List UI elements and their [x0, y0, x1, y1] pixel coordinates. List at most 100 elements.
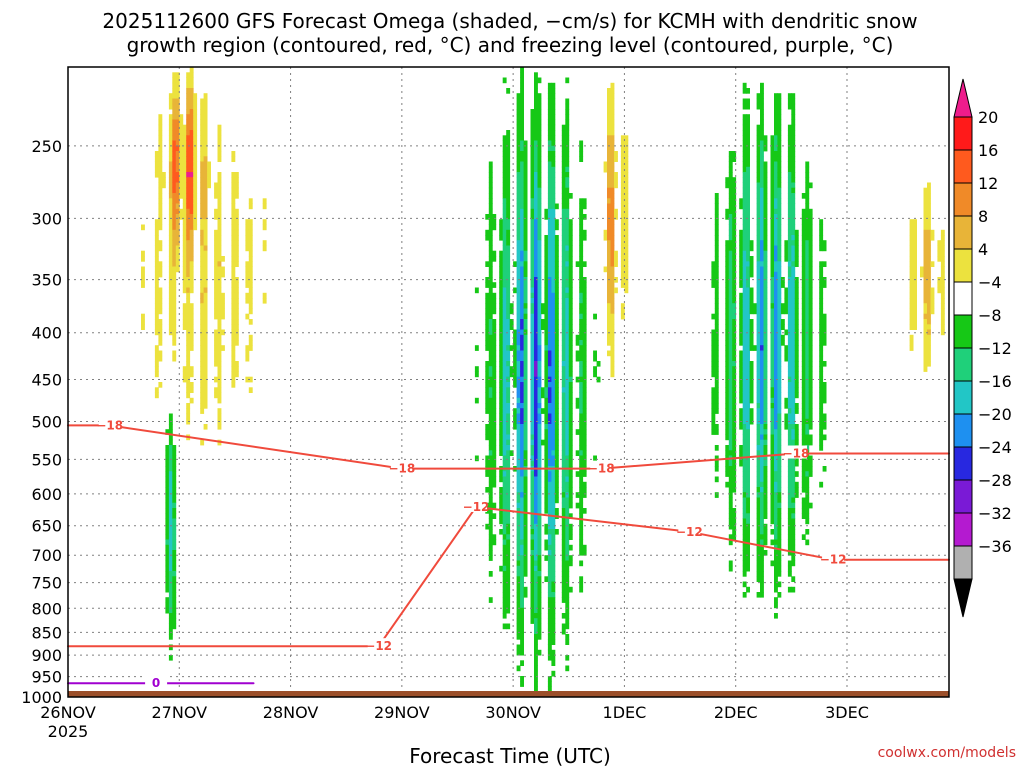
- omega-cell: [774, 413, 778, 420]
- omega-cell: [749, 366, 754, 372]
- omega-cell: [154, 350, 159, 357]
- omega-cell: [248, 334, 253, 341]
- omega-cell: [485, 366, 490, 372]
- omega-cell: [565, 555, 570, 561]
- omega-cell: [200, 298, 205, 304]
- omega-cell: [165, 607, 170, 614]
- omega-cell: [770, 203, 775, 210]
- omega-cell: [763, 266, 768, 273]
- omega-cell: [172, 550, 177, 556]
- omega-cell: [551, 481, 556, 488]
- credit-link[interactable]: coolwx.com/models: [878, 745, 1016, 761]
- omega-cell: [172, 597, 177, 603]
- omega-cell: [172, 187, 177, 194]
- omega-cell: [927, 235, 931, 241]
- omega-cell: [537, 256, 542, 262]
- omega-cell: [565, 476, 570, 483]
- omega-cell: [554, 256, 559, 262]
- omega-cell: [568, 439, 573, 446]
- omega-cell: [502, 576, 507, 582]
- omega-cell: [760, 350, 764, 357]
- omega-cell: [551, 271, 556, 278]
- omega-cell: [544, 329, 549, 336]
- omega-cell: [551, 261, 556, 267]
- omega-cell: [711, 345, 716, 351]
- omega-cell: [516, 434, 521, 441]
- omega-cell: [154, 235, 159, 241]
- omega-cell: [537, 161, 542, 168]
- omega-cell: [742, 277, 747, 283]
- omega-cell: [780, 282, 785, 288]
- omega-cell: [165, 450, 170, 456]
- omega-cell: [787, 544, 792, 551]
- omega-cell: [502, 261, 507, 267]
- omega-cell: [544, 371, 549, 378]
- omega-cell: [154, 166, 159, 173]
- omega-cell: [502, 240, 507, 246]
- omega-cell: [523, 487, 528, 493]
- omega-cell: [502, 529, 507, 535]
- omega-cell: [742, 555, 747, 561]
- omega-cell: [189, 172, 194, 178]
- omega-cell: [728, 418, 733, 425]
- omega-cell: [770, 193, 775, 199]
- omega-cell: [485, 382, 490, 388]
- omega-cell: [186, 403, 191, 409]
- omega-cell: [231, 303, 236, 309]
- omega-cell: [551, 250, 556, 257]
- omega-cell: [534, 203, 538, 210]
- colorbar-swatch: [953, 281, 973, 316]
- omega-cell: [822, 324, 827, 330]
- omega-cell: [534, 481, 538, 488]
- omega-cell: [506, 487, 511, 493]
- omega-cell: [547, 271, 552, 278]
- omega-cell: [262, 292, 267, 299]
- omega-cell: [516, 140, 521, 147]
- x-tick-label: 27NOV: [151, 703, 207, 722]
- omega-cell: [547, 550, 552, 556]
- omega-cell: [502, 439, 507, 446]
- omega-cell: [774, 361, 778, 367]
- omega-cell: [200, 366, 205, 372]
- omega-cell: [923, 355, 928, 362]
- omega-cell: [822, 240, 827, 246]
- omega-cell: [245, 271, 250, 278]
- omega-cell: [774, 292, 778, 299]
- omega-cell: [746, 124, 750, 131]
- omega-cell: [579, 329, 584, 336]
- omega-cell: [200, 371, 205, 378]
- omega-cell: [801, 502, 806, 509]
- omega-cell: [537, 539, 542, 546]
- omega-cell: [554, 497, 559, 504]
- omega-cell: [488, 376, 493, 383]
- omega-cell: [777, 298, 782, 304]
- omega-cell: [774, 466, 778, 472]
- omega-cell: [774, 508, 778, 514]
- omega-cell: [561, 124, 566, 131]
- omega-cell: [193, 208, 198, 215]
- omega-cell: [787, 487, 792, 493]
- omega-cell: [547, 130, 552, 136]
- omega-cell: [711, 340, 716, 346]
- omega-cell: [547, 124, 552, 131]
- omega-cell: [158, 266, 163, 273]
- omega-cell: [791, 397, 796, 404]
- omega-cell: [516, 544, 521, 551]
- omega-cell: [777, 434, 782, 441]
- omega-cell: [506, 208, 511, 215]
- omega-cell: [728, 534, 733, 540]
- omega-cell: [179, 193, 184, 199]
- omega-cell: [165, 481, 170, 488]
- omega-cell: [927, 261, 931, 267]
- omega-cell: [728, 492, 733, 498]
- omega-cell: [186, 151, 191, 157]
- omega-cell: [248, 319, 253, 325]
- omega-cell: [534, 161, 538, 168]
- omega-cell: [801, 298, 806, 304]
- omega-cell: [923, 334, 928, 341]
- omega-cell: [607, 313, 611, 320]
- omega-cell: [537, 219, 542, 225]
- omega-cell: [523, 502, 528, 509]
- omega-cell: [516, 156, 521, 162]
- omega-cell: [746, 277, 750, 283]
